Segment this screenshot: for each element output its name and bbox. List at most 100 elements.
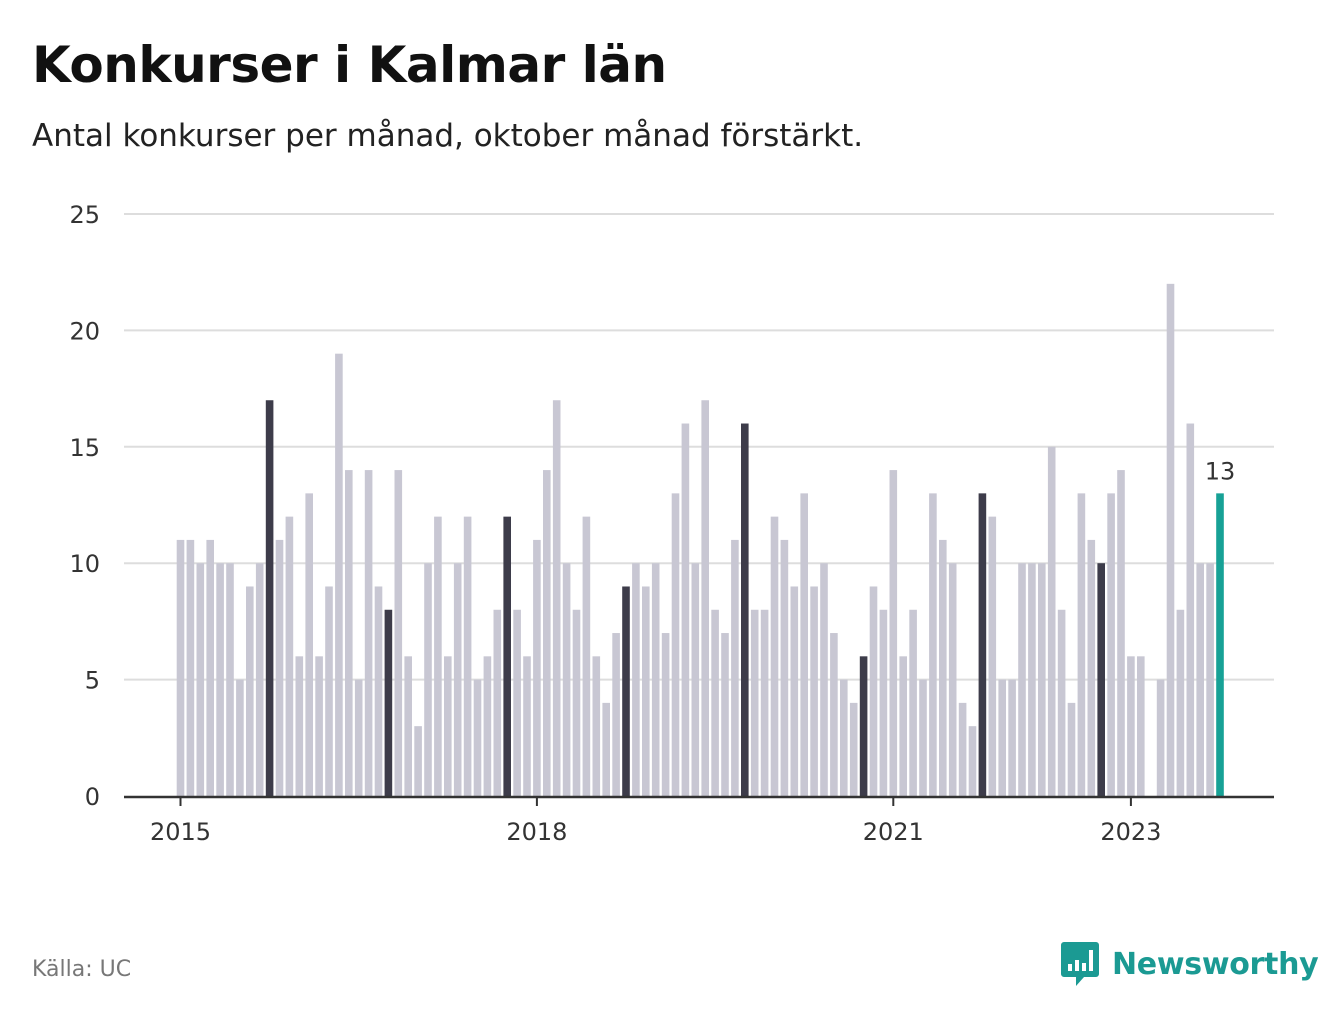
bar bbox=[354, 679, 363, 796]
bar bbox=[562, 563, 571, 796]
bar bbox=[572, 609, 581, 796]
bar bbox=[1137, 656, 1145, 796]
bar bbox=[305, 493, 313, 796]
bar bbox=[453, 563, 462, 796]
chart-title: Konkurser i Kalmar län bbox=[32, 36, 667, 94]
bar bbox=[671, 493, 680, 796]
bar bbox=[1018, 563, 1026, 796]
bar bbox=[295, 656, 304, 796]
bar bbox=[246, 586, 254, 796]
bar bbox=[1196, 563, 1204, 796]
bar bbox=[939, 539, 947, 796]
bar bbox=[582, 516, 591, 796]
bar bbox=[513, 609, 521, 796]
bar bbox=[1117, 470, 1125, 796]
bar bbox=[463, 516, 472, 796]
bar bbox=[1087, 539, 1096, 796]
bar bbox=[800, 493, 808, 796]
bar bbox=[711, 609, 719, 796]
bar bbox=[1216, 493, 1224, 796]
bar bbox=[998, 679, 1006, 796]
bar bbox=[552, 400, 561, 796]
bar bbox=[315, 656, 323, 796]
bar bbox=[869, 586, 878, 796]
x-tick-label: 2015 bbox=[150, 818, 211, 846]
bar bbox=[602, 702, 610, 796]
bar bbox=[1047, 446, 1056, 796]
bar bbox=[394, 470, 403, 796]
bar bbox=[1206, 563, 1214, 796]
x-axis: 2015 2018 2021 2023 bbox=[124, 795, 1274, 846]
bar bbox=[909, 609, 917, 796]
bar bbox=[790, 586, 799, 796]
bar bbox=[414, 726, 422, 796]
bar bbox=[859, 656, 868, 796]
x-tick-label: 2021 bbox=[863, 818, 924, 846]
bar bbox=[642, 586, 650, 796]
newsworthy-logo-icon bbox=[1061, 942, 1099, 986]
y-tick-label: 5 bbox=[85, 667, 100, 695]
bar bbox=[275, 539, 284, 796]
bar bbox=[1166, 283, 1175, 797]
bar bbox=[661, 633, 670, 796]
bar bbox=[493, 609, 502, 796]
bar bbox=[265, 400, 274, 796]
annotations: 13 bbox=[1205, 457, 1236, 485]
bar bbox=[681, 423, 690, 796]
bar bbox=[1067, 702, 1076, 796]
bar bbox=[1186, 423, 1195, 796]
bar bbox=[1156, 679, 1165, 796]
bar bbox=[612, 633, 620, 796]
x-tick-label: 2023 bbox=[1100, 818, 1161, 846]
bar bbox=[830, 633, 838, 796]
bar bbox=[1127, 656, 1135, 796]
bar bbox=[364, 470, 373, 796]
bar bbox=[958, 702, 967, 796]
chart-subtitle: Antal konkurser per månad, oktober månad… bbox=[32, 118, 864, 154]
bar bbox=[632, 563, 640, 796]
bar bbox=[345, 470, 353, 796]
y-tick-label: 15 bbox=[69, 434, 100, 462]
bar bbox=[236, 679, 244, 796]
bar bbox=[325, 586, 333, 796]
bar bbox=[176, 539, 185, 796]
bar bbox=[1038, 563, 1046, 796]
bar bbox=[483, 656, 492, 796]
bar bbox=[929, 493, 937, 796]
bar bbox=[1077, 493, 1086, 796]
bar bbox=[760, 609, 769, 796]
y-tick-label: 0 bbox=[85, 783, 100, 811]
bar bbox=[196, 563, 205, 796]
bar bbox=[473, 679, 482, 796]
bar bbox=[810, 586, 818, 796]
bar bbox=[820, 563, 828, 796]
data-label-latest: 13 bbox=[1205, 457, 1236, 485]
bar bbox=[1097, 563, 1105, 796]
brand-logo: Newsworthy bbox=[1060, 940, 1319, 988]
bar bbox=[1008, 679, 1016, 796]
bar bbox=[434, 516, 442, 796]
bar bbox=[1107, 493, 1115, 796]
bar bbox=[780, 539, 789, 796]
bar bbox=[899, 656, 907, 796]
bar bbox=[879, 609, 888, 796]
bar bbox=[840, 679, 848, 796]
bar bbox=[216, 563, 224, 796]
bar bbox=[285, 516, 294, 796]
bar bbox=[691, 563, 700, 796]
bar bbox=[919, 679, 927, 796]
bar bbox=[721, 633, 729, 796]
bar bbox=[186, 539, 195, 796]
bar bbox=[592, 656, 601, 796]
bar bbox=[889, 470, 898, 796]
bar-chart: 0 5 10 15 20 25 2015 2018 2021 2023 13 bbox=[69, 201, 1274, 846]
bar bbox=[770, 516, 779, 796]
bar bbox=[948, 563, 957, 796]
y-tick-label: 10 bbox=[69, 550, 100, 578]
bar bbox=[978, 493, 987, 796]
brand-name: Newsworthy bbox=[1112, 946, 1319, 982]
bars bbox=[176, 283, 1224, 797]
bar bbox=[1176, 609, 1185, 796]
bar bbox=[424, 563, 432, 796]
bar bbox=[849, 702, 858, 796]
